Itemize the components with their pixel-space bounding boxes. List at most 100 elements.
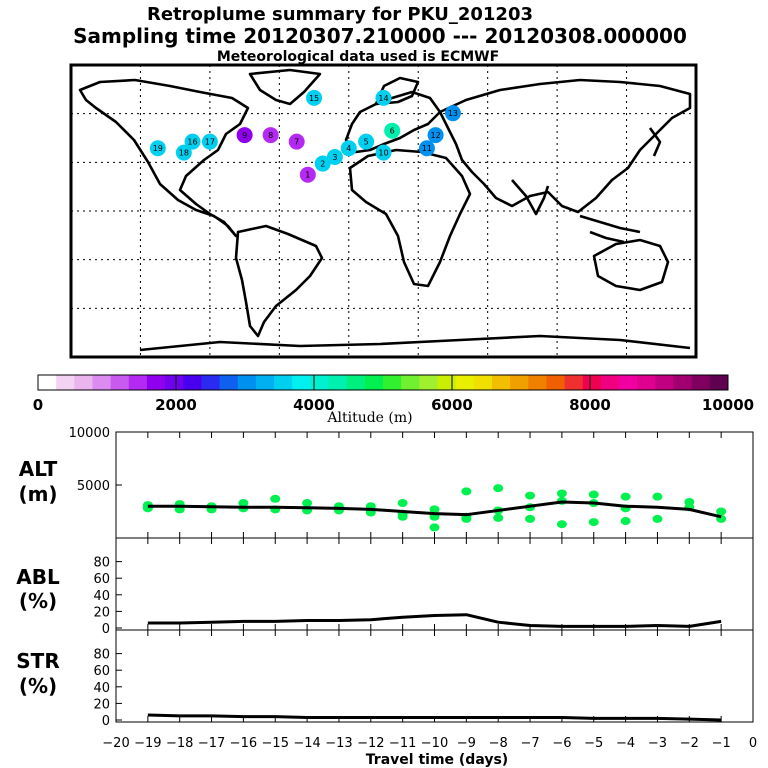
map-marker-dot [444, 105, 461, 122]
map-marker-dot [175, 144, 192, 161]
colorbar-cell [473, 375, 493, 390]
colorbar-tick-label: 10000 [702, 396, 754, 414]
x-tick-label: −18 [166, 736, 193, 751]
alt-point [493, 513, 504, 522]
alt-point [525, 514, 536, 523]
coast-south-america [234, 224, 324, 338]
alt-point [397, 499, 408, 508]
alt-point [397, 512, 408, 521]
map-marker: 13 [444, 105, 461, 122]
colorbar-cell [383, 375, 402, 390]
map-marker: 10 [375, 144, 392, 161]
map-marker: 14 [375, 89, 392, 106]
alt-point [556, 489, 567, 498]
map-marker-label: 5 [364, 138, 369, 147]
alt-point [270, 494, 281, 503]
map-marker: 3 [326, 148, 343, 165]
x-tick-label: −6 [552, 736, 571, 751]
map-marker-dot [427, 127, 444, 144]
panel-y-tick-label: 0 [102, 622, 110, 637]
colorbar-cell [165, 375, 184, 390]
map-marker: 16 [184, 133, 201, 150]
map-marker-label: 4 [346, 144, 351, 153]
map-marker-dot [262, 127, 279, 144]
colorbar-cell [419, 375, 438, 390]
colorbar-ticks: 0 2000 4000 6000 8000 10000 [33, 375, 754, 414]
colorbar-cell [673, 375, 693, 390]
colorbar-tick-label: 8000 [569, 396, 611, 414]
coast-asia [438, 78, 692, 214]
colorbar-cell [401, 375, 420, 390]
time-series-panels: 100005000ALT(m)806040200ABL(%)806040200S… [16, 426, 754, 729]
panel-y-tick-label: 60 [93, 572, 110, 587]
colorbar-cell [709, 375, 729, 390]
title-line-2: Sampling time 20120307.210000 --- 201203… [73, 24, 687, 48]
panel-label-name: ALT [19, 457, 58, 481]
x-tick-label: −1 [712, 736, 731, 751]
title-line-3: Meteorological data used is ECMWF [217, 49, 499, 65]
x-tick-label: −8 [489, 736, 508, 751]
x-tick-label: −10 [421, 736, 448, 751]
colorbar-cell [491, 375, 511, 390]
map-marker-dot [306, 89, 323, 106]
map-marker-dot [375, 89, 392, 106]
colorbar-cell [346, 375, 366, 390]
colorbar-cell [38, 375, 57, 390]
map-marker-label: 3 [332, 153, 337, 162]
colorbar-tick-label: 6000 [431, 396, 473, 414]
colorbar-cell [364, 375, 384, 390]
colorbar-cell [292, 375, 311, 390]
x-tick-label: −2 [680, 736, 699, 751]
map-marker: 9 [236, 127, 253, 144]
map-marker: 12 [427, 127, 444, 144]
map-marker: 2 [314, 155, 331, 172]
colorbar-tick-label: 4000 [293, 396, 335, 414]
panel-y-tick-label: 20 [93, 605, 110, 620]
x-tick-label: −3 [648, 736, 667, 751]
map-marker-dot [384, 122, 401, 139]
series-line-str [147, 713, 722, 722]
colorbar-tick-label: 0 [33, 396, 43, 414]
map-marker: 15 [306, 89, 323, 106]
map-marker: 5 [358, 133, 375, 150]
map-marker: 8 [262, 127, 279, 144]
coast-australia [592, 238, 670, 292]
map-marker: 1 [299, 166, 316, 183]
colorbar-cell [310, 375, 330, 390]
colorbar-cell [455, 375, 475, 390]
x-tick-label: −13 [325, 736, 352, 751]
panel-y-tick-label: 5000 [77, 479, 110, 494]
map-marker-label: 9 [242, 131, 247, 140]
alt-point [461, 514, 472, 523]
panel-label-name: ABL [16, 565, 60, 589]
map-marker-dot [184, 133, 201, 150]
alt-point [429, 523, 440, 532]
x-tick-label: −16 [230, 736, 257, 751]
map-marker-dot [201, 133, 218, 150]
colorbar-cell [655, 375, 675, 390]
colorbar: 0 2000 4000 6000 8000 10000 Altitude (m) [33, 374, 754, 426]
map-marker-label: 17 [205, 138, 215, 147]
map-marker-dot [236, 127, 253, 144]
x-axis: −20 −19 −18 −17 −16 −15 −14 −13 −12 −11 −10 −9 −8 −7−… [102, 736, 757, 751]
x-tick-label: −7 [520, 736, 539, 751]
map-marker-dot [418, 140, 435, 157]
map-coastlines [78, 68, 692, 352]
map-marker-label: 2 [320, 160, 325, 169]
colorbar-cell [74, 375, 93, 390]
alt-point [302, 499, 313, 508]
colorbar-label: Altitude (m) [326, 410, 412, 426]
alt-point [716, 507, 727, 516]
series-line-abl [147, 613, 722, 628]
colorbar-cell [183, 375, 202, 390]
colorbar-cell [128, 375, 148, 390]
alt-point [652, 492, 663, 501]
map-marker-label: 12 [430, 131, 440, 140]
colorbar-tick-label: 2000 [155, 396, 197, 414]
map-marker-label: 14 [378, 94, 388, 103]
map-marker-label: 13 [448, 109, 458, 118]
map-marker-label: 6 [390, 127, 395, 136]
alt-point [429, 505, 440, 514]
